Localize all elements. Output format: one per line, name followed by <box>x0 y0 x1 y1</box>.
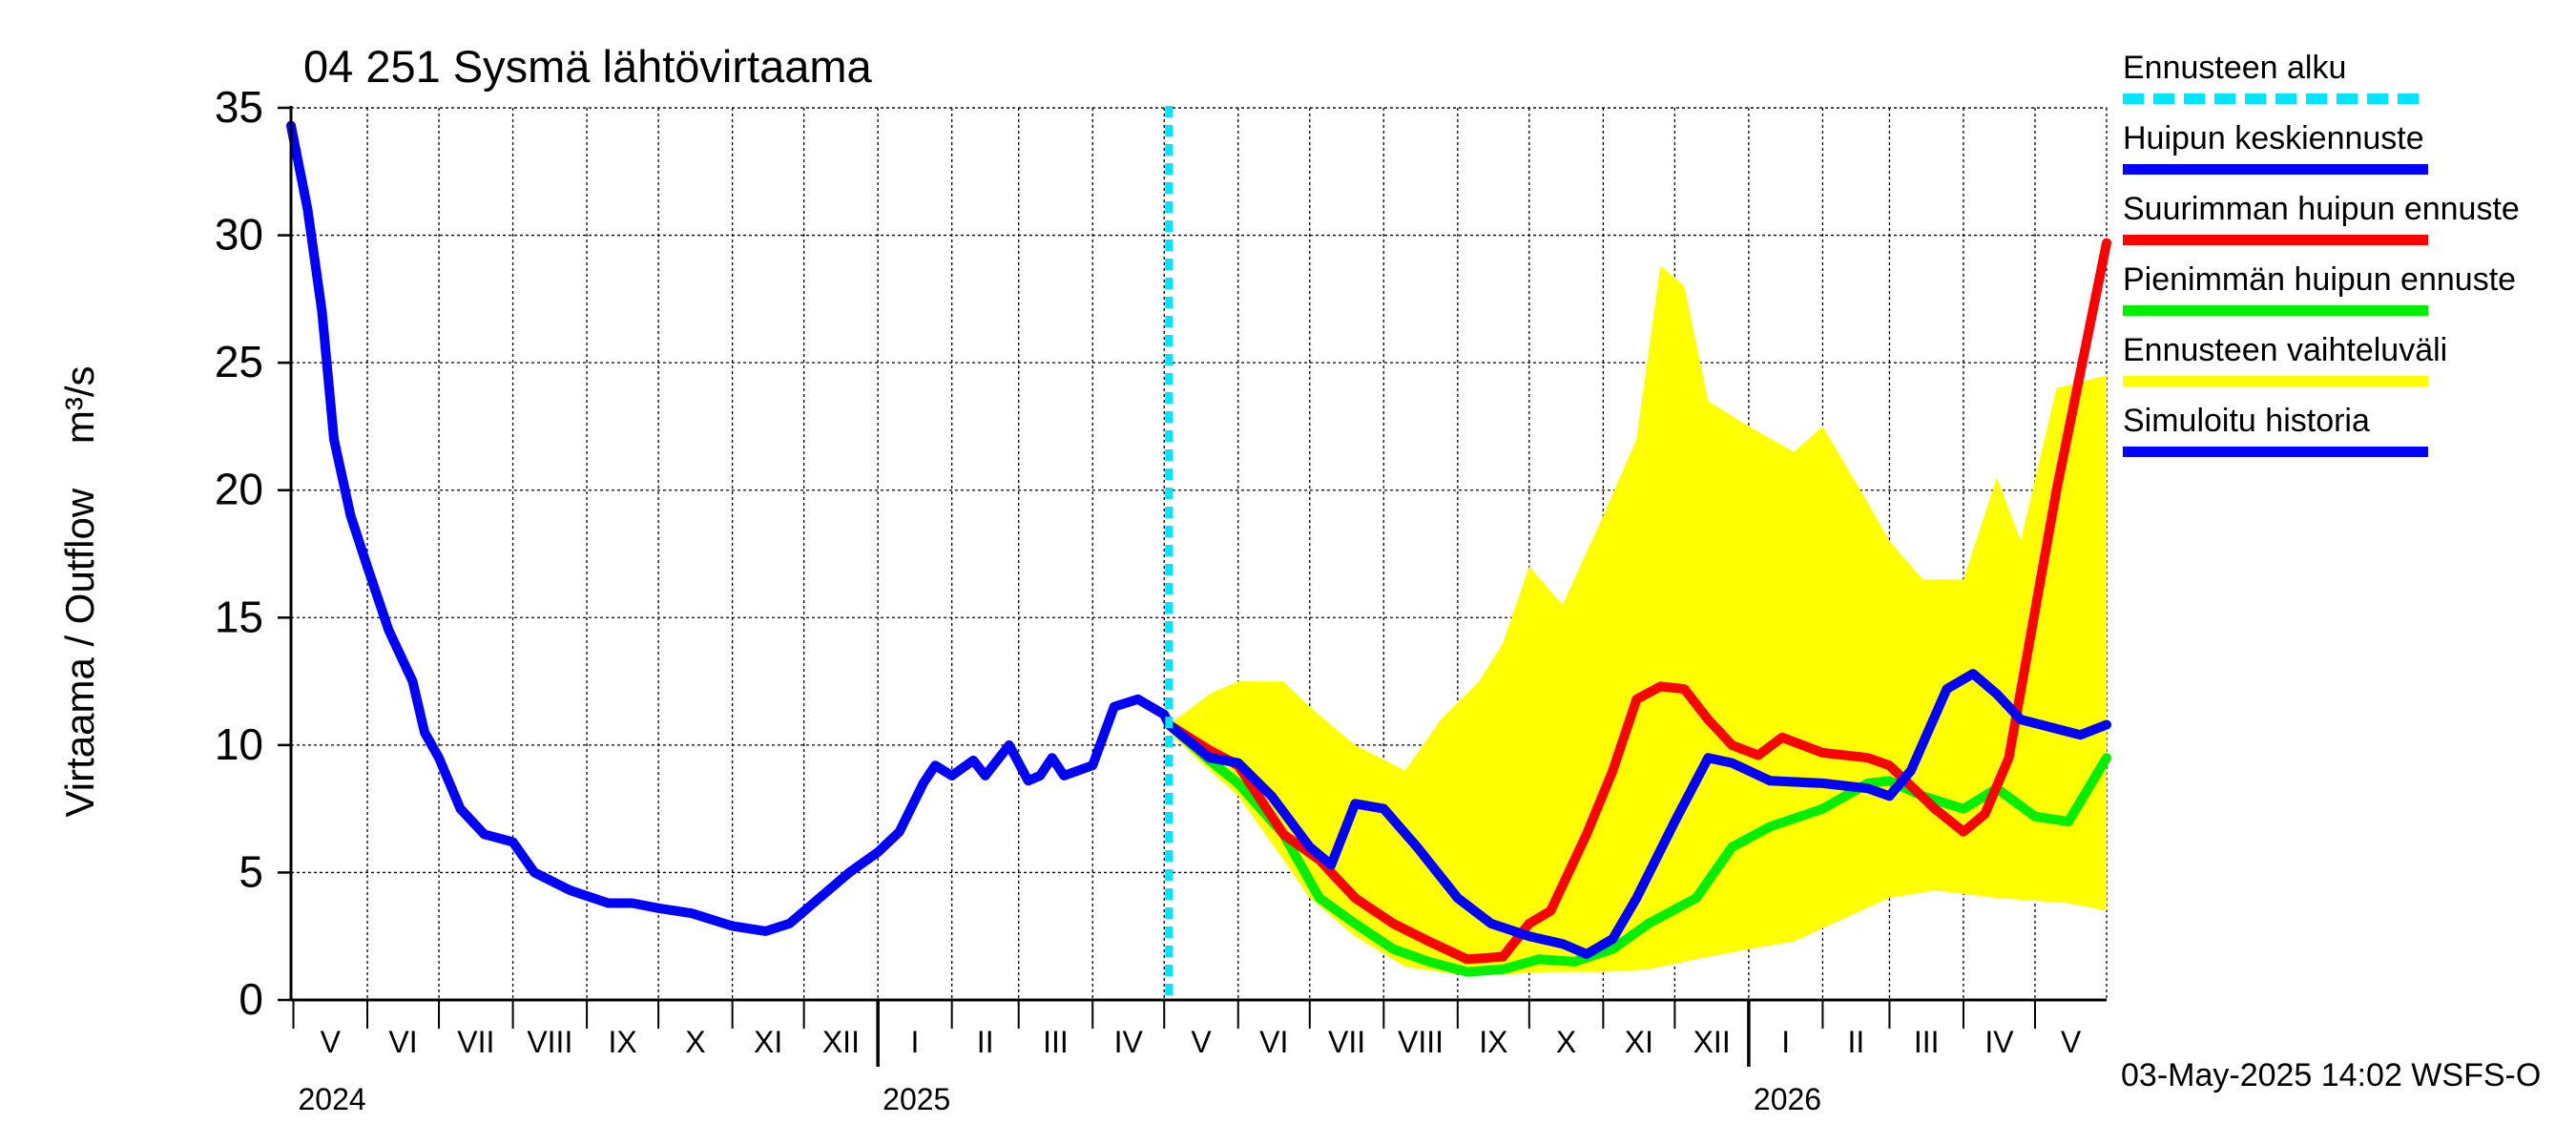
year-label: 2024 <box>299 1082 366 1116</box>
y-tick-label: 35 <box>215 82 263 132</box>
month-label: III <box>1914 1025 1940 1059</box>
legend: Ennusteen alku Huipun keskiennuste Suurimm… <box>2123 42 2562 466</box>
y-tick-label: 0 <box>239 974 263 1024</box>
legend-swatch <box>2123 305 2428 316</box>
series-line-suurimman-huipun-ennuste <box>1164 238 2111 965</box>
month-label: X <box>1556 1025 1576 1059</box>
series-line-huipun-keskiennuste <box>1164 669 2111 959</box>
month-label: XI <box>1625 1025 1653 1059</box>
month-label: V <box>1191 1025 1212 1059</box>
y-tick-label: 5 <box>239 846 263 896</box>
legend-label: Ennusteen alku <box>2123 50 2347 86</box>
timestamp-footer: 03-May-2025 14:02 WSFS-O <box>2121 1057 2542 1093</box>
month-label: IX <box>1479 1025 1507 1059</box>
month-label: IV <box>1984 1025 2014 1059</box>
month-label: VIII <box>1398 1025 1444 1059</box>
legend-label: Pienimmän huipun ennuste <box>2123 261 2517 298</box>
month-label: IX <box>608 1025 636 1059</box>
month-label: I <box>910 1025 919 1059</box>
month-label: IV <box>1114 1025 1144 1059</box>
y-tick-label: 20 <box>215 465 263 514</box>
month-label: II <box>977 1025 994 1059</box>
month-label: XI <box>754 1025 782 1059</box>
legend-swatch <box>2123 94 2428 104</box>
legend-item: Suurimman huipun ennuste <box>2123 183 2562 254</box>
month-label: X <box>685 1025 705 1059</box>
y-axis-label: Virtaama / Outflow m³/s <box>57 365 102 817</box>
legend-swatch <box>2123 376 2428 386</box>
month-label: V <box>2061 1025 2082 1059</box>
year-label: 2026 <box>1754 1082 1821 1116</box>
month-label: V <box>321 1025 342 1059</box>
month-label: II <box>1848 1025 1865 1059</box>
legend-item: Ennusteen alku <box>2123 42 2562 113</box>
legend-label: Suurimman huipun ennuste <box>2123 191 2520 227</box>
month-label: III <box>1043 1025 1069 1059</box>
chart-title: 04 251 Sysmä lähtövirtaama <box>303 41 873 92</box>
month-label: VI <box>1259 1025 1288 1059</box>
legend-item: Pienimmän huipun ennuste <box>2123 254 2562 324</box>
forecast-range-band <box>1169 265 2107 975</box>
month-label: VII <box>1328 1025 1365 1059</box>
legend-label: Simuloitu historia <box>2123 403 2370 439</box>
legend-item: Simuloitu historia <box>2123 395 2562 466</box>
month-label: XII <box>1693 1025 1731 1059</box>
series-lines <box>286 120 2111 977</box>
legend-label: Huipun keskiennuste <box>2123 120 2424 156</box>
legend-item: Ennusteen vaihteluväli <box>2123 324 2562 395</box>
y-tick-label: 10 <box>215 719 263 769</box>
month-label: XII <box>822 1025 860 1059</box>
month-label: VII <box>457 1025 494 1059</box>
y-tick-label: 25 <box>215 337 263 386</box>
y-tick-label: 30 <box>215 210 263 260</box>
range-band-area <box>1169 265 2107 975</box>
legend-swatch <box>2123 235 2428 245</box>
y-tick-label: 15 <box>215 592 263 641</box>
series-line-pienimm-n-huipun-ennuste <box>1164 719 2111 977</box>
month-label: VI <box>388 1025 417 1059</box>
year-label: 2025 <box>883 1082 950 1116</box>
legend-item: Huipun keskiennuste <box>2123 113 2562 183</box>
legend-swatch <box>2123 447 2428 457</box>
series-line-simuloitu-historia <box>286 120 1174 936</box>
month-label: I <box>1781 1025 1790 1059</box>
legend-label: Ennusteen vaihteluväli <box>2123 332 2448 368</box>
legend-swatch <box>2123 164 2428 175</box>
month-label: VIII <box>527 1025 572 1059</box>
